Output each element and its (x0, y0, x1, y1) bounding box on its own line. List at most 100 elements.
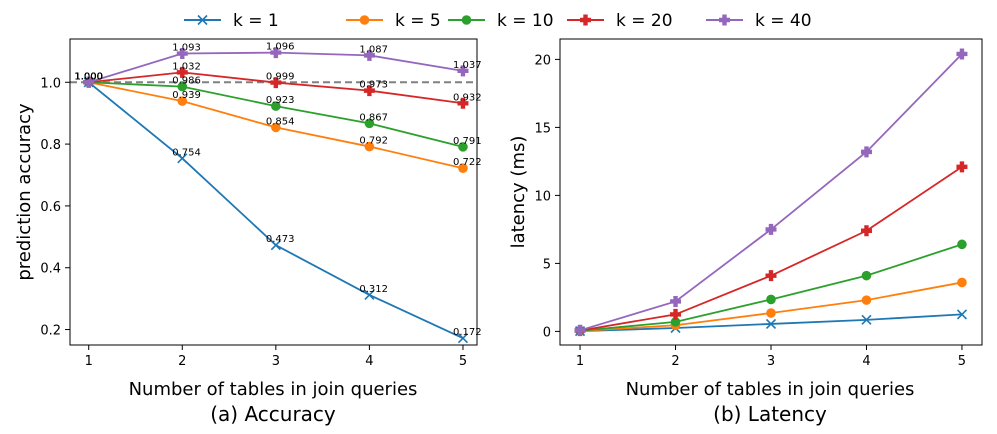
accuracy-data-label: 1.000 (74, 71, 103, 82)
accuracy-data-point (271, 122, 281, 133)
accuracy-y-tick-label: 0.6 (40, 200, 61, 215)
latency-x-tick-label: 2 (671, 354, 679, 369)
accuracy-data-label: 0.473 (266, 234, 295, 245)
accuracy-data-label: 0.722 (453, 157, 482, 168)
latency-x-tick-label: 5 (958, 354, 966, 369)
accuracy-data-point (457, 333, 469, 344)
accuracy-x-tick-label: 1 (85, 354, 93, 369)
latency-series-k-10 (575, 239, 967, 336)
latency-y-axis-label: latency (ms) (508, 136, 529, 249)
accuracy-x-tick-label: 4 (365, 354, 373, 369)
accuracy-data-label: 0.986 (172, 76, 201, 87)
latency-data-point (670, 295, 682, 307)
latency-y-tick-label: 10 (534, 189, 551, 204)
latency-data-point (956, 161, 968, 173)
accuracy-data-point (176, 48, 188, 60)
accuracy-data-point (458, 163, 468, 173)
latency-series-k-5 (575, 277, 967, 336)
latency-data-point (574, 324, 586, 336)
accuracy-data-label: 1.096 (266, 42, 295, 53)
accuracy-data-label: 0.172 (453, 327, 482, 338)
latency-data-point (861, 270, 872, 281)
accuracy-data-point (270, 77, 282, 89)
latency-data-point (670, 308, 682, 320)
accuracy-data-label: 1.000 (74, 71, 103, 82)
accuracy-data-label: 1.093 (172, 43, 201, 54)
accuracy-data-point (363, 49, 375, 61)
accuracy-chart-title: (a) Accuracy (210, 402, 336, 426)
accuracy-data-label: 0.999 (266, 72, 295, 83)
latency-plot-frame (559, 38, 983, 346)
accuracy-data-point (177, 153, 188, 164)
latency-data-point (957, 277, 967, 288)
latency-chart: 1 2 3 4 5 0 5 10 15 20 Number of tables in join q… (508, 38, 983, 426)
accuracy-data-point (271, 101, 281, 111)
latency-x-tick-label: 3 (767, 354, 775, 369)
accuracy-data-label: 0.973 (359, 80, 388, 91)
latency-x-tick-label: 4 (862, 354, 870, 369)
latency-data-point (956, 48, 968, 60)
accuracy-data-label: 1.032 (172, 61, 201, 72)
accuracy-x-axis-label: Number of tables in join queries (129, 379, 418, 400)
accuracy-y-tick-label: 1.0 (40, 76, 61, 91)
accuracy-x-tick-label: 3 (272, 354, 280, 369)
latency-y-tick-label: 20 (534, 53, 551, 68)
latency-data-point (957, 239, 967, 250)
latency-series-k-40 (574, 48, 968, 336)
legend-marker (197, 14, 208, 26)
latency-data-point (765, 223, 777, 235)
legend-label: k = 5 (395, 11, 441, 31)
accuracy-data-label: 1.000 (74, 71, 103, 82)
accuracy-data-label: 1.087 (359, 44, 388, 55)
accuracy-data-label: 0.923 (266, 95, 295, 106)
accuracy-data-label: 0.854 (266, 116, 295, 127)
accuracy-data-point (457, 97, 469, 109)
legend-marker (580, 14, 591, 26)
accuracy-data-label: 0.939 (172, 90, 201, 101)
accuracy-x-tick-label: 5 (459, 354, 467, 369)
legend-item-k-20: k = 20 (567, 11, 673, 31)
latency-y-tick-label: 15 (534, 121, 551, 136)
accuracy-data-label: 1.037 (453, 60, 482, 71)
accuracy-data-point (177, 81, 188, 92)
accuracy-data-point (364, 118, 375, 129)
latency-chart-title: (b) Latency (713, 402, 827, 426)
latency-x-tick-label: 1 (576, 354, 584, 369)
legend-marker (719, 14, 730, 26)
accuracy-data-label: 0.754 (172, 147, 201, 158)
accuracy-data-label: 0.792 (359, 136, 388, 147)
accuracy-series-k-10 (83, 77, 468, 152)
latency-y-tick-label: 5 (543, 257, 551, 272)
accuracy-data-point (270, 47, 282, 59)
legend-item-k-5: k = 5 (346, 11, 441, 31)
latency-data-point (861, 314, 872, 325)
latency-data-point (765, 318, 777, 329)
accuracy-data-point (176, 66, 188, 78)
accuracy-chart: 1 2 3 4 5 0.2 0.4 0.6 0.8 1.0 1.000 0.754 0.473 0.312… (14, 38, 482, 426)
legend-marker (359, 15, 370, 25)
accuracy-data-point (458, 142, 468, 152)
latency-y-tick-label: 0 (543, 325, 551, 340)
accuracy-data-label: 0.791 (453, 136, 482, 147)
legend-label: k = 40 (755, 11, 812, 31)
latency-data-point (956, 309, 968, 320)
latency-data-point (860, 225, 872, 237)
accuracy-data-point (363, 85, 375, 97)
accuracy-y-tick-label: 0.4 (40, 262, 61, 277)
latency-data-point (670, 317, 681, 327)
latency-data-point (766, 294, 776, 305)
latency-data-point (766, 308, 776, 318)
accuracy-series-line (88, 81, 464, 148)
accuracy-y-axis-label: prediction accuracy (14, 103, 35, 281)
accuracy-data-label: 0.932 (453, 92, 482, 103)
accuracy-data-point (364, 141, 375, 152)
accuracy-series-k-40 (83, 47, 469, 88)
latency-series-line (579, 166, 963, 332)
latency-series-line (579, 53, 963, 332)
legend-item-k-40: k = 40 (706, 11, 812, 31)
latency-data-point (860, 146, 872, 158)
legend-marker (461, 15, 472, 25)
accuracy-y-tick-label: 0.2 (40, 324, 61, 339)
latency-data-point (765, 270, 777, 282)
